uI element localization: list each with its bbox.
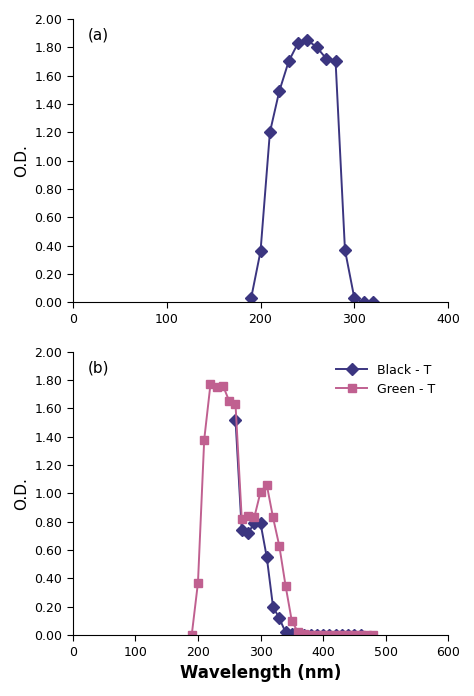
Black - T <box>358 631 364 640</box>
Green - T <box>239 515 245 523</box>
Black - T <box>333 631 338 640</box>
Black - T <box>314 631 319 640</box>
Black - T <box>339 631 345 640</box>
Y-axis label: O.D.: O.D. <box>14 477 29 510</box>
Black - T <box>270 603 276 611</box>
Black - T <box>308 631 313 640</box>
Black - T <box>295 631 301 640</box>
Green - T <box>314 631 319 640</box>
Green - T <box>339 631 345 640</box>
Black - T <box>276 614 282 622</box>
Black - T <box>245 529 251 537</box>
Green - T <box>320 631 326 640</box>
Black - T <box>233 416 238 424</box>
Green - T <box>270 514 276 522</box>
Legend: Black - T, Green - T: Black - T, Green - T <box>330 358 442 403</box>
Green - T <box>258 488 264 496</box>
Green - T <box>189 631 194 640</box>
X-axis label: Wavelength (nm): Wavelength (nm) <box>180 664 341 682</box>
Green - T <box>245 512 251 520</box>
Black - T <box>345 631 351 640</box>
Green - T <box>220 381 226 390</box>
Y-axis label: O.D.: O.D. <box>14 144 29 177</box>
Green - T <box>214 383 219 391</box>
Green - T <box>352 631 357 640</box>
Black - T <box>283 628 288 636</box>
Line: Black - T: Black - T <box>231 416 365 640</box>
Green - T <box>301 630 307 638</box>
Black - T <box>239 526 245 535</box>
Green - T <box>276 541 282 550</box>
Green - T <box>364 631 370 640</box>
Green - T <box>308 631 313 640</box>
Green - T <box>370 631 376 640</box>
Green - T <box>289 617 295 625</box>
Text: (a): (a) <box>88 27 109 42</box>
Black - T <box>327 631 332 640</box>
Green - T <box>327 631 332 640</box>
Green - T <box>295 628 301 636</box>
Black - T <box>251 519 257 528</box>
Text: (b): (b) <box>88 360 109 375</box>
Black - T <box>289 630 295 638</box>
Black - T <box>258 519 264 528</box>
Green - T <box>333 631 338 640</box>
Green - T <box>283 581 288 590</box>
Green - T <box>358 631 364 640</box>
Green - T <box>345 631 351 640</box>
Green - T <box>201 435 207 443</box>
Line: Green - T: Green - T <box>188 380 377 640</box>
Green - T <box>251 514 257 522</box>
Black - T <box>352 631 357 640</box>
Black - T <box>264 553 270 562</box>
Green - T <box>208 380 213 388</box>
Green - T <box>233 400 238 409</box>
Black - T <box>320 631 326 640</box>
Green - T <box>195 578 201 587</box>
Green - T <box>227 397 232 406</box>
Black - T <box>301 631 307 640</box>
Green - T <box>264 481 270 489</box>
